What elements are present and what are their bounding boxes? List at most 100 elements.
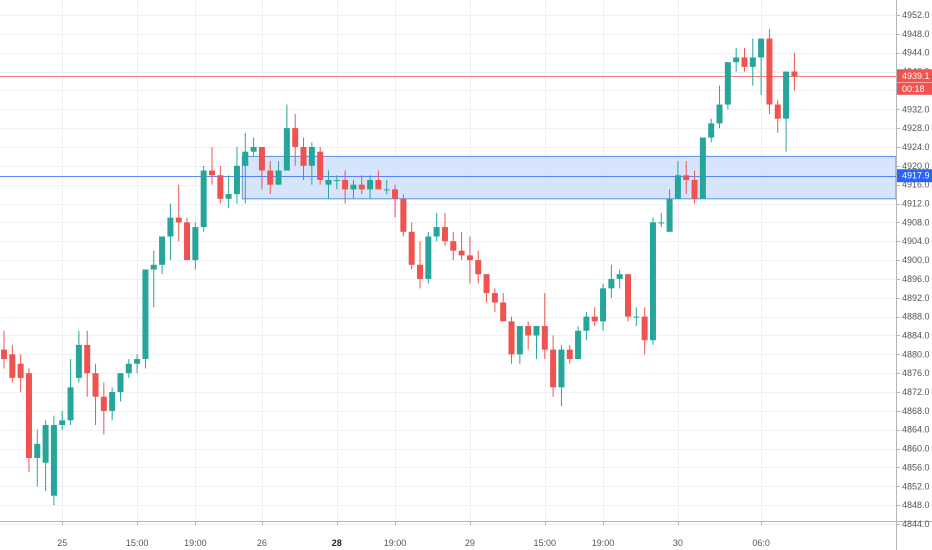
candle-body [783, 71, 790, 119]
candle-body [516, 326, 523, 355]
candle-body [100, 396, 107, 411]
price-tag [897, 69, 932, 83]
candle-body [683, 175, 690, 180]
candle-body [483, 274, 490, 294]
price-tick-label: 4868.0 [902, 406, 930, 416]
candle [783, 71, 790, 152]
candle [641, 307, 648, 355]
candle [109, 387, 116, 421]
price-tick-label: 4888.0 [902, 312, 930, 322]
candle-body [583, 316, 590, 331]
candle [9, 344, 16, 383]
candle-body [383, 189, 390, 191]
time-tick-label: 19:00 [184, 538, 207, 548]
candle [608, 264, 615, 298]
price-tick-label: 4952.0 [902, 10, 930, 20]
candle-body [25, 373, 32, 459]
candle-body [400, 198, 407, 232]
candle-body [317, 151, 324, 180]
price-tick-label: 4872.0 [902, 387, 930, 397]
time-tick-label: 06:0 [752, 538, 770, 548]
candle-body [167, 217, 174, 237]
candle [100, 382, 107, 435]
candle-body [458, 250, 465, 256]
candle-body [350, 184, 357, 190]
candle [358, 175, 365, 195]
candle [708, 118, 715, 143]
candle-body [699, 137, 706, 199]
time-tick-label: 26 [257, 538, 267, 548]
candle [200, 165, 207, 232]
candle [17, 354, 24, 393]
candle [483, 274, 490, 303]
price-lines [0, 76, 896, 177]
price-tick-label: 4856.0 [902, 462, 930, 472]
candle-body [375, 179, 382, 190]
candle-body [209, 170, 215, 176]
candle [417, 241, 423, 289]
candle-body [308, 146, 315, 166]
candle-body [749, 57, 756, 67]
candle-body [691, 179, 698, 199]
candle [625, 274, 631, 322]
candle [217, 165, 224, 204]
candle [242, 132, 249, 204]
candle [758, 38, 765, 96]
candle-body [466, 255, 473, 261]
candle [741, 47, 748, 72]
candle [333, 175, 340, 190]
price-tag-label: 4939.1 [902, 71, 930, 81]
candle [225, 175, 232, 209]
candle [1, 330, 7, 369]
price-tick-label: 4928.0 [902, 123, 930, 133]
candle-body [608, 278, 615, 289]
candle [658, 212, 665, 228]
candle-body [741, 57, 748, 67]
candle-body [625, 274, 631, 317]
candle-body [242, 151, 249, 166]
price-axis[interactable]: 4952.04948.04944.04940.04936.04932.04928… [896, 10, 930, 529]
candle [541, 293, 548, 360]
candle [192, 222, 199, 270]
price-tick-label: 4880.0 [902, 349, 930, 359]
time-axis[interactable]: 25 15:00 19:00 26 28 19:00 29 15:00 19:00 30 06:0 [57, 521, 770, 548]
candle [375, 170, 382, 190]
candle [633, 307, 640, 327]
candle [466, 236, 473, 284]
candle [525, 321, 532, 350]
candle-body [342, 179, 349, 190]
candle-body [774, 104, 781, 119]
candles [1, 29, 798, 506]
candle-body [708, 123, 715, 138]
candle [533, 326, 540, 360]
candle-body [125, 363, 132, 374]
candle [550, 335, 557, 397]
candle-body [367, 179, 374, 190]
time-tick-label: 25 [57, 538, 67, 548]
price-tick-label: 4896.0 [902, 274, 930, 284]
price-tick-label: 4948.0 [902, 29, 930, 39]
candle [458, 231, 465, 261]
time-tick-label: 19:00 [592, 538, 615, 548]
candle [791, 52, 798, 91]
candle [250, 137, 257, 157]
candle-body [733, 57, 740, 63]
candle-body [258, 146, 265, 171]
candle [117, 373, 124, 402]
candle-body [92, 373, 99, 397]
candle-body [600, 288, 607, 322]
candle-body [500, 302, 507, 322]
time-tick-label: 15:00 [126, 538, 149, 548]
candle [558, 344, 565, 407]
candle-body [142, 269, 149, 360]
candle-body [1, 349, 7, 360]
candle [325, 170, 332, 199]
candle [300, 137, 307, 180]
candle-body [649, 222, 656, 341]
candle-body [716, 104, 723, 124]
candle-body [200, 170, 207, 228]
candle-body [666, 198, 673, 232]
candle-body [84, 344, 91, 374]
candle [450, 231, 457, 261]
